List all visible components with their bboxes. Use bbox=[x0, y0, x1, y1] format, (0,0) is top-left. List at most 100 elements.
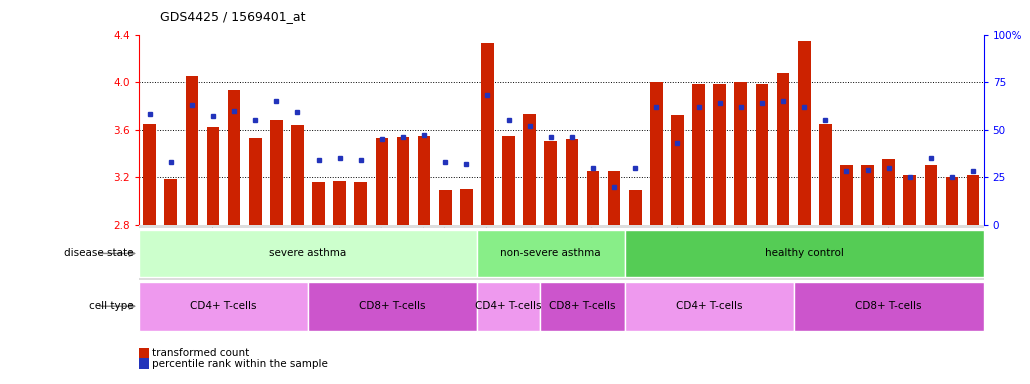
Bar bbox=[523, 114, 536, 225]
Bar bbox=[270, 120, 282, 225]
Bar bbox=[185, 76, 198, 225]
Bar bbox=[503, 136, 515, 225]
Text: severe asthma: severe asthma bbox=[270, 248, 346, 258]
Bar bbox=[903, 175, 916, 225]
Bar bbox=[946, 177, 958, 225]
Text: percentile rank within the sample: percentile rank within the sample bbox=[152, 359, 329, 369]
Text: GSM788336: GSM788336 bbox=[928, 226, 934, 268]
Text: GSM788302: GSM788302 bbox=[548, 226, 554, 268]
Bar bbox=[819, 124, 831, 225]
Text: GSM788323: GSM788323 bbox=[315, 226, 321, 268]
Text: GSM788331: GSM788331 bbox=[822, 226, 828, 268]
Text: cell type: cell type bbox=[90, 301, 134, 311]
Bar bbox=[565, 139, 578, 225]
Bar bbox=[883, 159, 895, 225]
Bar bbox=[672, 115, 684, 225]
Bar bbox=[139, 230, 477, 277]
Text: GSM788317: GSM788317 bbox=[273, 226, 279, 268]
Text: transformed count: transformed count bbox=[152, 348, 249, 358]
Text: GSM788326: GSM788326 bbox=[379, 226, 385, 268]
Bar bbox=[249, 138, 262, 225]
Text: GSM788301: GSM788301 bbox=[526, 226, 533, 268]
Bar bbox=[798, 40, 811, 225]
Text: GSM788303: GSM788303 bbox=[653, 226, 659, 268]
Text: GSM788304: GSM788304 bbox=[675, 226, 681, 268]
Text: GSM788315: GSM788315 bbox=[231, 226, 237, 268]
Text: GSM788325: GSM788325 bbox=[357, 226, 364, 268]
Text: GSM788332: GSM788332 bbox=[844, 226, 850, 268]
Bar bbox=[967, 175, 980, 225]
Text: non-severe asthma: non-severe asthma bbox=[501, 248, 602, 258]
Bar bbox=[481, 43, 493, 225]
Bar bbox=[165, 179, 177, 225]
Text: GSM788306: GSM788306 bbox=[717, 226, 723, 268]
Bar bbox=[793, 282, 984, 331]
Bar bbox=[308, 282, 477, 331]
Bar bbox=[692, 84, 705, 225]
Text: GSM788338: GSM788338 bbox=[970, 226, 976, 268]
Text: GSM788334: GSM788334 bbox=[886, 226, 892, 268]
Bar bbox=[714, 84, 726, 225]
Text: GSM788299: GSM788299 bbox=[484, 226, 490, 268]
Bar bbox=[840, 165, 853, 225]
Bar bbox=[624, 230, 984, 277]
Bar bbox=[312, 182, 324, 225]
Bar bbox=[334, 181, 346, 225]
Text: GSM788309: GSM788309 bbox=[780, 226, 786, 268]
Text: GSM788320: GSM788320 bbox=[590, 226, 596, 268]
Bar bbox=[228, 90, 240, 225]
Text: GSM788307: GSM788307 bbox=[737, 226, 744, 268]
Bar bbox=[756, 84, 768, 225]
Text: GSM788333: GSM788333 bbox=[864, 226, 870, 268]
Text: GSM788318: GSM788318 bbox=[295, 226, 301, 268]
Text: GSM788308: GSM788308 bbox=[759, 226, 765, 268]
Text: GSM788310: GSM788310 bbox=[801, 226, 808, 268]
Text: GSM788313: GSM788313 bbox=[188, 226, 195, 268]
Text: GSM788335: GSM788335 bbox=[906, 226, 913, 268]
Text: GSM788330: GSM788330 bbox=[464, 226, 470, 268]
Text: healthy control: healthy control bbox=[764, 248, 844, 258]
Text: GSM788324: GSM788324 bbox=[337, 226, 343, 268]
Text: CD8+ T-cells: CD8+ T-cells bbox=[855, 301, 922, 311]
Text: GSM788312: GSM788312 bbox=[168, 226, 174, 268]
Bar bbox=[376, 138, 388, 225]
Bar bbox=[354, 182, 367, 225]
Bar bbox=[540, 282, 624, 331]
Bar bbox=[777, 73, 789, 225]
Bar bbox=[460, 189, 473, 225]
Bar bbox=[397, 137, 409, 225]
Text: CD4+ T-cells: CD4+ T-cells bbox=[676, 301, 743, 311]
Text: GDS4425 / 1569401_at: GDS4425 / 1569401_at bbox=[160, 10, 305, 23]
Bar bbox=[545, 141, 557, 225]
Text: disease state: disease state bbox=[65, 248, 134, 258]
Bar bbox=[650, 82, 662, 225]
Text: CD4+ T-cells: CD4+ T-cells bbox=[191, 301, 256, 311]
Text: GSM788305: GSM788305 bbox=[695, 226, 701, 268]
Bar bbox=[734, 82, 747, 225]
Bar bbox=[207, 127, 219, 225]
Bar bbox=[143, 124, 156, 225]
Text: GSM788319: GSM788319 bbox=[569, 226, 575, 268]
Text: CD8+ T-cells: CD8+ T-cells bbox=[359, 301, 425, 311]
Text: GSM788311: GSM788311 bbox=[146, 226, 152, 268]
Bar bbox=[139, 282, 308, 331]
Text: GSM788328: GSM788328 bbox=[421, 226, 427, 268]
Bar bbox=[477, 282, 540, 331]
Bar bbox=[291, 125, 304, 225]
Bar bbox=[629, 190, 642, 225]
Text: GSM788314: GSM788314 bbox=[210, 226, 216, 268]
Text: GSM788321: GSM788321 bbox=[611, 226, 617, 268]
Text: GSM788316: GSM788316 bbox=[252, 226, 259, 268]
Bar bbox=[608, 171, 620, 225]
Text: GSM788300: GSM788300 bbox=[506, 226, 512, 268]
Bar bbox=[439, 190, 451, 225]
Bar bbox=[925, 165, 937, 225]
Text: GSM788337: GSM788337 bbox=[949, 226, 955, 268]
Bar bbox=[418, 136, 431, 225]
Text: GSM788322: GSM788322 bbox=[632, 226, 639, 268]
Bar bbox=[587, 171, 599, 225]
Bar bbox=[477, 230, 624, 277]
Text: CD4+ T-cells: CD4+ T-cells bbox=[475, 301, 542, 311]
Bar bbox=[861, 165, 873, 225]
Text: GSM788329: GSM788329 bbox=[442, 226, 448, 268]
